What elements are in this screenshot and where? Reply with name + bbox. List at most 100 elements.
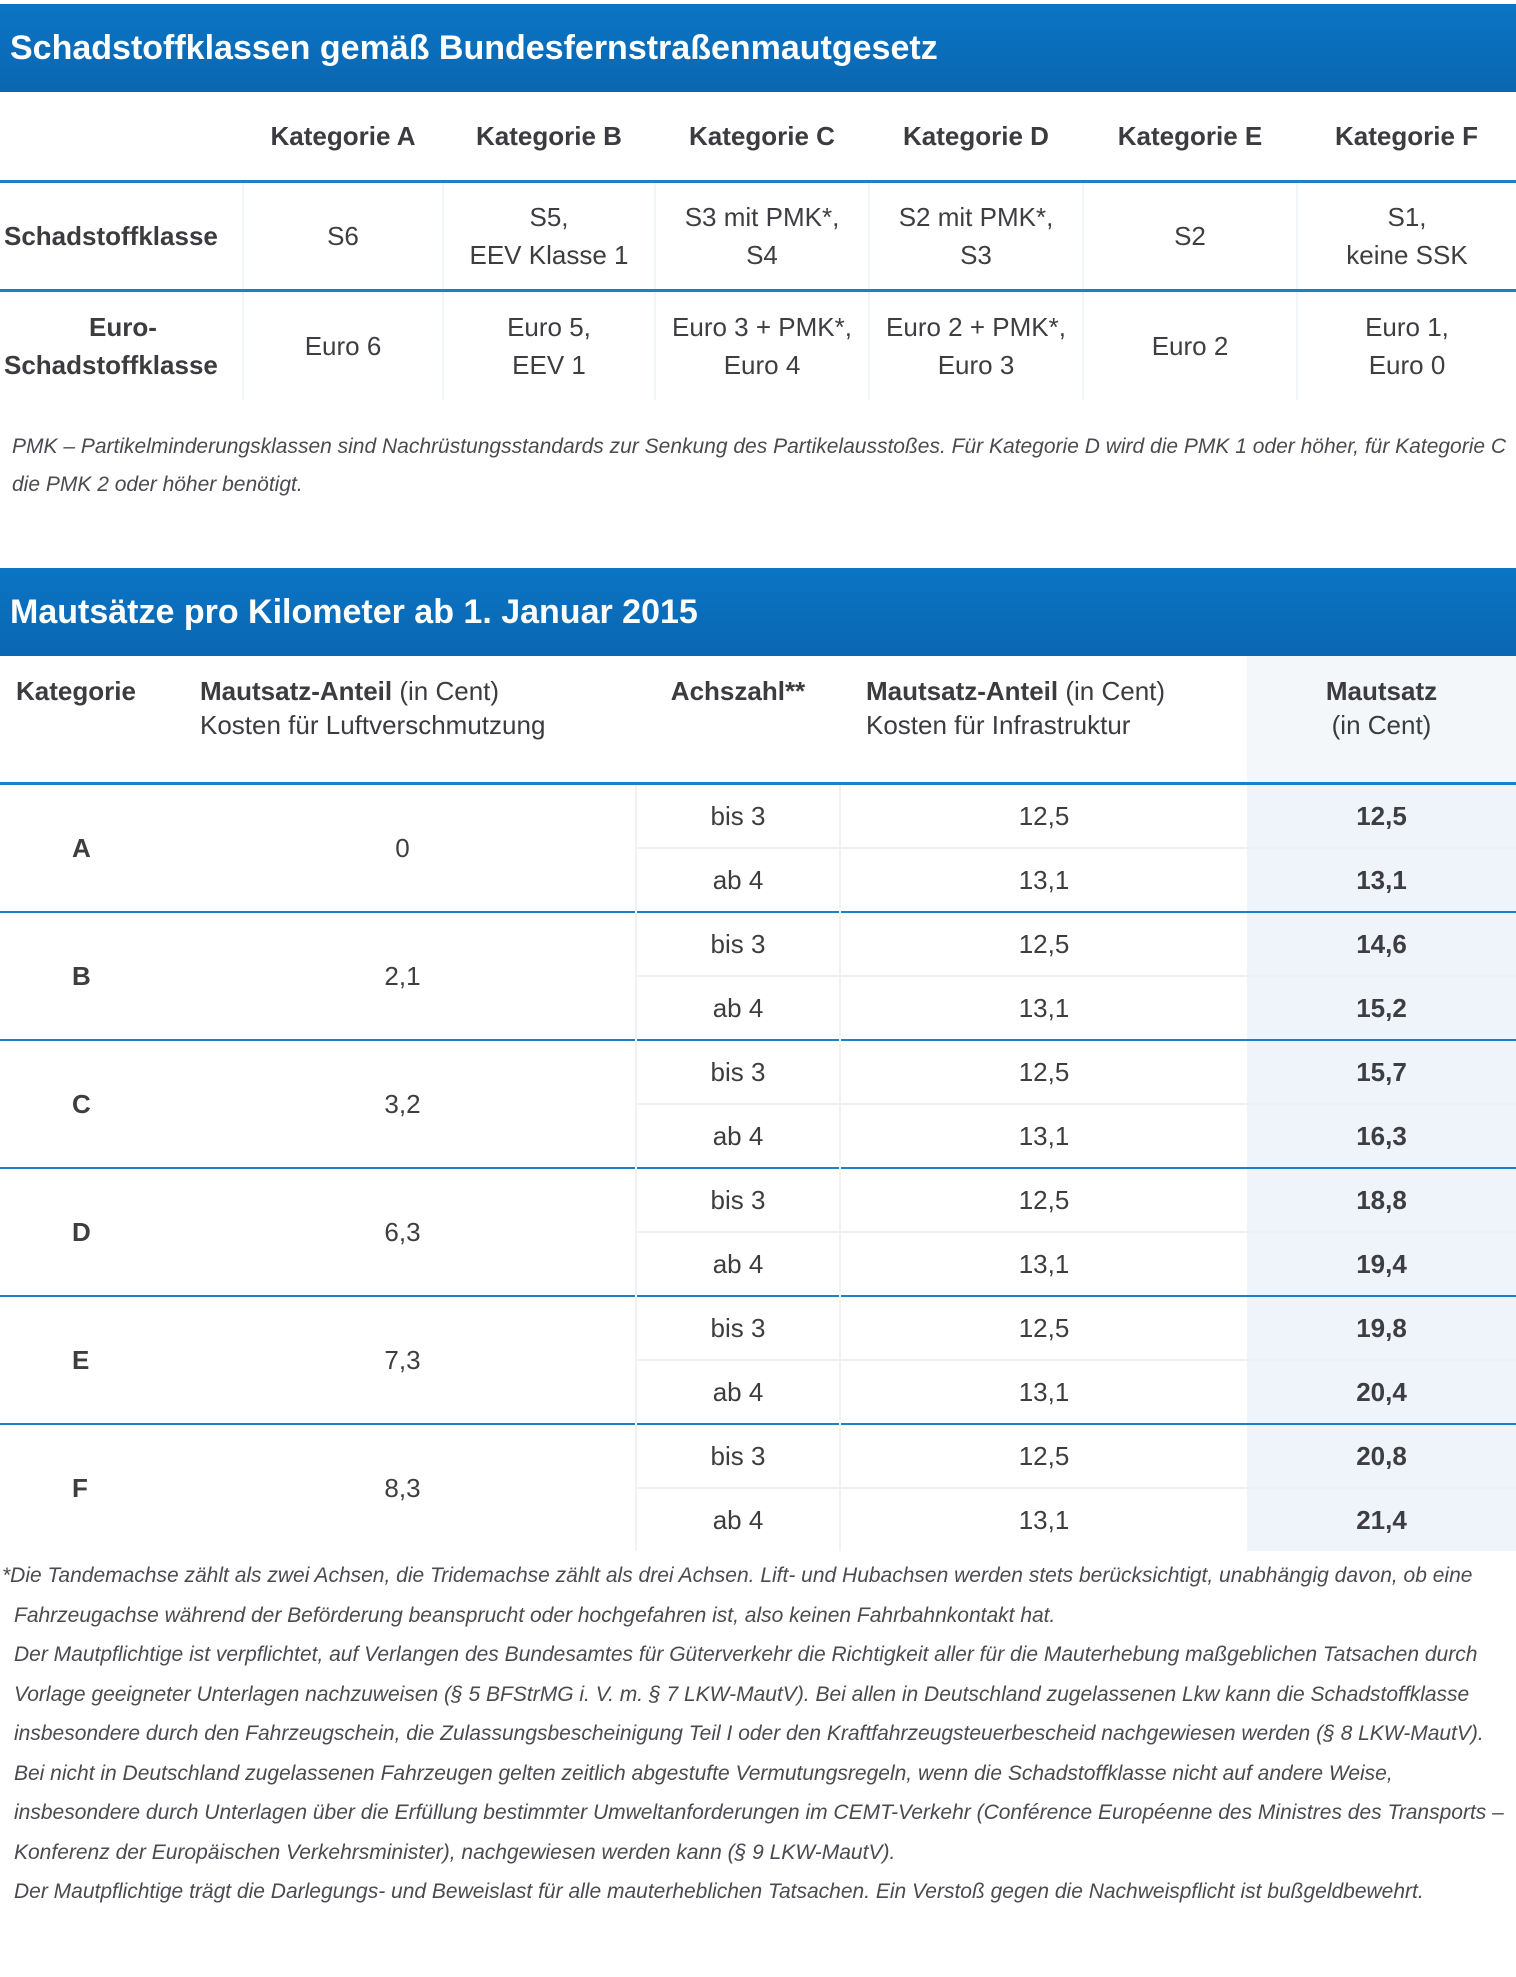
section-title-schadstoffklassen: Schadstoffklassen gemäß Bundesfernstraße…: [0, 4, 1516, 92]
kategorie-cell: E: [0, 1295, 170, 1424]
mautsatz-cell: 20,8: [1247, 1423, 1516, 1488]
section-title-mautsaetze: Mautsätze pro Kilometer ab 1. Januar 201…: [0, 568, 1516, 656]
header-empty: [0, 92, 243, 182]
cell-line: Euro 0: [1368, 350, 1446, 380]
mautsatz-cell: 15,7: [1247, 1039, 1516, 1104]
achszahl-cell: bis 3: [635, 1167, 841, 1232]
column-header-f: Kategorie F: [1334, 121, 1479, 151]
luftverschmutzung-cell: 6,3: [170, 1167, 636, 1296]
infrastruktur-cell: 12,5: [840, 1423, 1247, 1488]
table-cell: Euro 3 + PMK*, Euro 4: [654, 290, 869, 400]
header-luft-unit: (in Cent): [392, 676, 500, 706]
luftverschmutzung-cell: 7,3: [170, 1295, 636, 1424]
achszahl-cell: ab 4: [635, 1231, 841, 1296]
column-header-a: Kategorie A: [270, 121, 416, 151]
header-infra-sub: Kosten für Infrastruktur: [866, 710, 1131, 740]
luftverschmutzung-cell: 8,3: [170, 1423, 636, 1551]
row-label-line: Schadstoffklasse: [4, 350, 218, 380]
cell-line: Euro 1,: [1365, 312, 1449, 342]
table-cell: S3 mit PMK*, S4: [654, 181, 869, 291]
achszahl-cell: bis 3: [635, 911, 841, 976]
row-label: Schadstoffklasse: [0, 182, 243, 291]
achszahl-cell: bis 3: [635, 1423, 841, 1488]
mautsaetze-table: Kategorie Mautsatz-Anteil (in Cent) Koste…: [0, 656, 1516, 1551]
row-label: Euro- Schadstoffklasse: [0, 291, 243, 401]
infrastruktur-cell: 13,1: [840, 847, 1247, 912]
table-cell: S6: [242, 181, 443, 291]
kategorie-cell: F: [0, 1423, 170, 1551]
cell-line: S4: [746, 240, 778, 270]
table-row: ab 4 13,1 13,1: [0, 847, 1516, 912]
header-infra-unit: (in Cent): [1058, 676, 1166, 706]
cell-line: Euro 3: [937, 350, 1015, 380]
infrastruktur-cell: 13,1: [840, 1487, 1247, 1551]
infrastruktur-cell: 13,1: [840, 1231, 1247, 1296]
table-cell: Euro 5, EEV 1: [442, 290, 655, 400]
table-row: Schadstoffklasse S6 S5, EEV Klasse 1 S3 mit …: [0, 181, 1516, 291]
kategorie-cell: A: [0, 782, 170, 912]
table-row: ab 4 13,1 16,3: [0, 1103, 1516, 1168]
cell-line: Euro 4: [723, 350, 801, 380]
table-cell: S1, keine SSK: [1296, 181, 1516, 291]
mautsatz-cell: 12,5: [1247, 782, 1516, 848]
achszahl-cell: bis 3: [635, 1039, 841, 1104]
cell-line: S5,: [529, 202, 569, 232]
kategorie-cell: B: [0, 911, 170, 1040]
header-luftverschmutzung: Mautsatz-Anteil (in Cent) Kosten für Luft…: [170, 656, 636, 784]
table-row: C 3,2 bis 3 12,5 15,7: [0, 1039, 1516, 1168]
luftverschmutzung-cell: 0: [170, 782, 636, 912]
achszahl-cell: ab 4: [635, 847, 841, 912]
row-label-line: Schadstoffklasse: [4, 221, 218, 251]
cell-line: Euro 2 + PMK*,: [886, 312, 1066, 342]
table-cell: Euro 1, Euro 0: [1296, 290, 1516, 400]
footnote-paragraph: Der Mautpflichtige ist verpflichtet, auf…: [14, 1643, 1484, 1745]
kategorie-cell: C: [0, 1039, 170, 1168]
column-header-d: Kategorie D: [903, 121, 1049, 151]
infrastruktur-cell: 13,1: [840, 1359, 1247, 1424]
cell-line: EEV Klasse 1: [469, 240, 629, 270]
mautsatz-cell: 15,2: [1247, 975, 1516, 1040]
table-row: ab 4 13,1 20,4: [0, 1359, 1516, 1424]
column-header-e: Kategorie E: [1117, 121, 1263, 151]
achszahl-cell: ab 4: [635, 975, 841, 1040]
column-header-c: Kategorie C: [689, 121, 835, 151]
table-cell: S2 mit PMK*, S3: [868, 181, 1083, 291]
cell-line: Euro 3 + PMK*,: [672, 312, 852, 342]
schadstoffklassen-table: Kategorie A Kategorie B Kategorie C Kategor…: [0, 92, 1516, 400]
mautsatz-cell: 20,4: [1247, 1359, 1516, 1424]
table-row: F 8,3 bis 3 12,5 20,8: [0, 1423, 1516, 1551]
header-luft-sub: Kosten für Luftverschmutzung: [200, 710, 546, 740]
mautsatz-cell: 18,8: [1247, 1167, 1516, 1232]
cell-line: Euro 2: [1151, 331, 1229, 361]
cell-line: S2 mit PMK*,: [898, 202, 1054, 232]
pmk-footnote: PMK – Partikelminderungsklassen sind Nac…: [12, 435, 1507, 496]
header-kategorie: Kategorie: [16, 676, 136, 706]
header-total: Mautsatz: [1325, 676, 1438, 706]
table-cell: S2: [1082, 181, 1297, 291]
luftverschmutzung-cell: 2,1: [170, 911, 636, 1040]
header-luft-bold: Mautsatz-Anteil: [200, 676, 393, 706]
achszahl-cell: bis 3: [635, 782, 841, 848]
column-header-b: Kategorie B: [476, 121, 622, 151]
footnote-paragraph: *Die Tandemachse zählt als zwei Achsen, …: [2, 1564, 1473, 1627]
cell-line: S1,: [1387, 202, 1427, 232]
achszahl-cell: ab 4: [635, 1487, 841, 1551]
achszahl-cell: ab 4: [635, 1103, 841, 1168]
table-row: D 6,3 bis 3 12,5 18,8: [0, 1167, 1516, 1296]
table-row: A 0 bis 3 12,5 12,5: [0, 782, 1516, 912]
mautsatz-cell: 13,1: [1247, 847, 1516, 912]
footnote-paragraph: Der Mautpflichtige trägt die Darlegungs-…: [14, 1880, 1424, 1903]
table-cell: S5, EEV Klasse 1: [442, 181, 655, 291]
table-cell: Euro 2: [1082, 290, 1297, 400]
achszahl-cell: ab 4: [635, 1359, 841, 1424]
cell-line: keine SSK: [1346, 240, 1468, 270]
infrastruktur-cell: 12,5: [840, 1167, 1247, 1232]
table-row: E 7,3 bis 3 12,5 19,8: [0, 1295, 1516, 1424]
mautsatz-cell: 16,3: [1247, 1103, 1516, 1168]
cell-line: S2: [1174, 221, 1206, 251]
header-row: Kategorie A Kategorie B Kategorie C Kategor…: [0, 92, 1516, 182]
header-total-unit: (in Cent): [1331, 710, 1432, 740]
cell-line: Euro 6: [304, 331, 382, 361]
infrastruktur-cell: 12,5: [840, 782, 1247, 848]
